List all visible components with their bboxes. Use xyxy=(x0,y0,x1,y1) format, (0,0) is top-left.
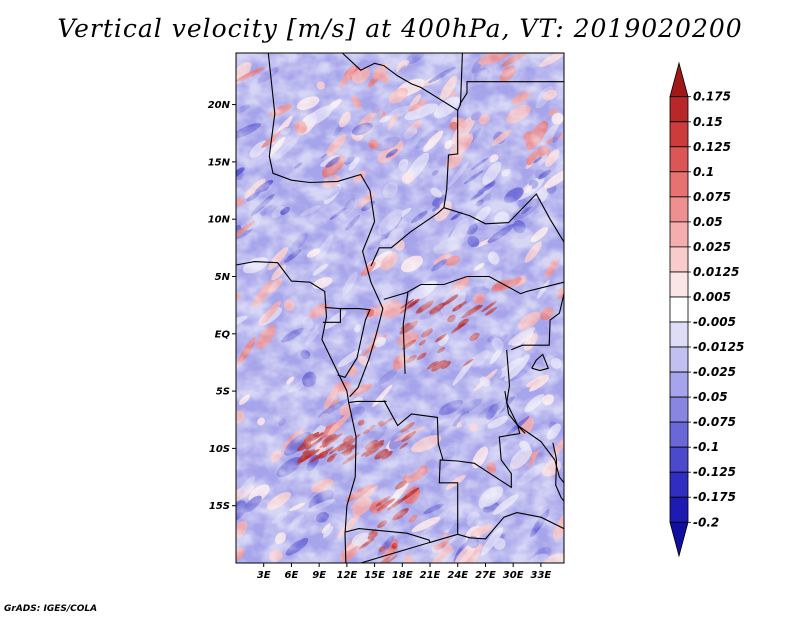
y-axis: 20N 15N 10N 5N EQ 5S 10S 15S xyxy=(208,100,236,512)
x-tick-label: 6E xyxy=(285,570,299,581)
y-tick-label: 10N xyxy=(208,215,231,226)
colorbar-label: 0.1 xyxy=(693,165,714,179)
border-line xyxy=(337,308,371,378)
colorbar: 0.175 0.15 0.125 0.1 0.075 0.05 0.025 0.0125 0.0… xyxy=(669,61,744,558)
colorbar-swatch xyxy=(669,321,689,348)
x-tick-label: 30E xyxy=(503,570,524,581)
colorbar-swatch xyxy=(669,346,689,373)
border-line xyxy=(267,53,384,398)
y-tick-label: 20N xyxy=(208,100,231,111)
border-line xyxy=(511,293,564,351)
colorbar-swatch xyxy=(669,496,689,523)
footer-credit: GrADS: IGES/COLA xyxy=(4,604,98,614)
border-line xyxy=(322,306,341,323)
colorbar-label: 0.025 xyxy=(693,240,731,254)
x-tick-label: 33E xyxy=(531,570,552,581)
colorbar-swatch xyxy=(669,196,689,223)
colorbar-top-arrow xyxy=(669,61,689,98)
colorbar-bottom-arrow xyxy=(669,521,689,558)
colorbar-swatch xyxy=(669,221,689,248)
colorbar-label: -0.2 xyxy=(693,515,719,529)
field-map xyxy=(236,53,564,563)
border-line xyxy=(517,425,564,484)
chart-svg: 3E 6E 9E 12E 15E 18E 21E 24E 27E 30E 33E 20N 15N 10N… xyxy=(208,52,744,581)
border-line xyxy=(383,400,444,461)
colorbar-swatch xyxy=(669,421,689,448)
colorbar-label: -0.175 xyxy=(693,490,736,504)
border-line xyxy=(360,541,431,563)
colorbar-label: -0.05 xyxy=(693,390,728,404)
map-texture xyxy=(236,53,564,563)
y-tick-label: 5N xyxy=(215,272,231,283)
x-tick-label: 18E xyxy=(392,570,413,581)
border-line xyxy=(457,53,463,111)
colorbar-label: 0.005 xyxy=(693,290,731,304)
x-tick-label: 9E xyxy=(312,570,326,581)
colorbar-swatch xyxy=(669,371,689,398)
x-tick-label: 24E xyxy=(447,570,468,581)
colorbar-label: -0.025 xyxy=(693,365,736,379)
colorbar-label: 0.075 xyxy=(693,190,731,204)
border-line xyxy=(341,53,459,267)
x-tick-label: 12E xyxy=(336,570,357,581)
colorbar-label: -0.0125 xyxy=(693,340,744,354)
colorbar-label: 0.175 xyxy=(693,90,731,104)
x-tick-label: 3E xyxy=(257,570,271,581)
y-tick-label: 15N xyxy=(208,157,231,168)
border-line xyxy=(348,400,387,404)
country-borders xyxy=(236,53,564,563)
colorbar-swatch xyxy=(669,396,689,423)
colorbar-swatch xyxy=(669,446,689,473)
border-line xyxy=(504,391,526,434)
map-frame xyxy=(235,52,565,564)
y-tick-label: 10S xyxy=(209,444,230,455)
y-tick-label: 5S xyxy=(216,387,230,398)
border-line xyxy=(457,512,564,540)
border-line xyxy=(383,275,564,300)
border-line xyxy=(344,349,521,544)
border-line xyxy=(552,442,564,502)
colorbar-label: -0.005 xyxy=(693,315,736,329)
border-line xyxy=(402,292,409,374)
colorbar-label: -0.125 xyxy=(693,465,736,479)
colorbar-label: 0.0125 xyxy=(693,265,739,279)
x-axis: 3E 6E 9E 12E 15E 18E 21E 24E 27E 30E 33E xyxy=(257,563,552,581)
y-tick-label: 15S xyxy=(209,501,230,512)
colorbar-label: -0.1 xyxy=(693,440,719,454)
x-tick-label: 21E xyxy=(420,570,441,581)
colorbar-label: 0.05 xyxy=(693,215,723,229)
colorbar-swatch xyxy=(669,96,689,123)
colorbar-label: 0.15 xyxy=(693,115,723,129)
colorbar-swatch xyxy=(669,146,689,173)
colorbar-swatch xyxy=(669,171,689,198)
border-line xyxy=(531,353,550,372)
colorbar-swatch xyxy=(669,471,689,498)
chart-title: Vertical velocity [m/s] at 400hPa, VT: 2… xyxy=(57,14,743,43)
colorbar-swatch xyxy=(669,296,689,323)
colorbar-swatch xyxy=(669,271,689,298)
x-tick-label: 27E xyxy=(475,570,496,581)
colorbar-swatch xyxy=(669,246,689,273)
colorbar-label: 0.125 xyxy=(693,140,731,154)
colorbar-label: -0.075 xyxy=(693,415,736,429)
border-line xyxy=(443,193,564,243)
border-line xyxy=(459,81,564,105)
border-line xyxy=(236,261,357,563)
x-tick-label: 15E xyxy=(364,570,385,581)
colorbar-swatch xyxy=(669,121,689,148)
y-tick-label: EQ xyxy=(215,329,231,340)
